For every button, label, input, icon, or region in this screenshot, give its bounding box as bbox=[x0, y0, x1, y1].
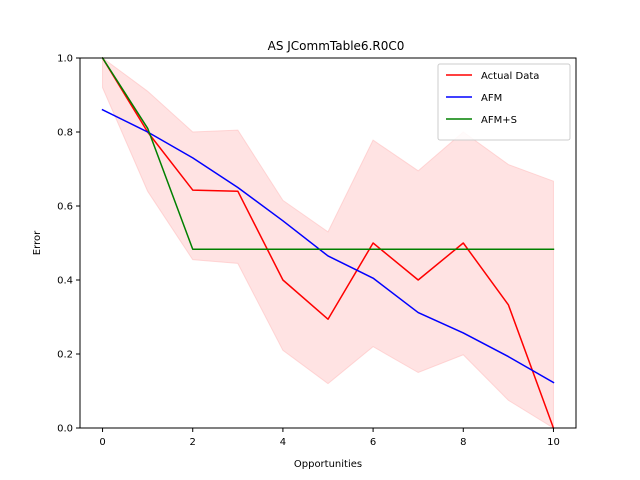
x-axis: 0 2 4 6 8 10 bbox=[99, 428, 560, 448]
x-tick-label: 6 bbox=[370, 437, 376, 448]
series-line-actual-data bbox=[101, 56, 555, 429]
series-line-afm-s bbox=[101, 56, 555, 251]
legend: Actual Data AFM AFM+S bbox=[437, 63, 571, 141]
x-axis-label: Opportunities bbox=[294, 459, 362, 470]
legend-label-actual-data: Actual Data bbox=[481, 71, 539, 82]
x-tick-label: 0 bbox=[99, 437, 105, 448]
y-axis: 0.0 0.2 0.4 0.6 0.8 1.0 bbox=[57, 54, 80, 435]
x-tick-label: 4 bbox=[280, 437, 286, 448]
y-axis-label: Error bbox=[32, 230, 43, 255]
chart-title: AS JCommTable6.R0C0 bbox=[268, 39, 405, 53]
y-tick-label: 0.2 bbox=[57, 350, 73, 361]
x-tick-label: 10 bbox=[547, 437, 560, 448]
y-tick-label: 0.6 bbox=[57, 202, 73, 213]
y-tick-label: 0.4 bbox=[57, 276, 73, 287]
legend-label-afm-s: AFM+S bbox=[481, 115, 517, 126]
y-tick-label: 0.0 bbox=[57, 424, 73, 435]
legend-box bbox=[437, 63, 571, 141]
series-line-afm bbox=[101, 108, 555, 384]
y-tick-label: 1.0 bbox=[57, 54, 73, 65]
x-tick-label: 2 bbox=[190, 437, 196, 448]
legend-label-afm: AFM bbox=[481, 93, 502, 104]
series-layer bbox=[101, 56, 555, 429]
y-tick-label: 0.8 bbox=[57, 128, 73, 139]
x-tick-label: 8 bbox=[460, 437, 466, 448]
plot-frame bbox=[79, 57, 577, 429]
